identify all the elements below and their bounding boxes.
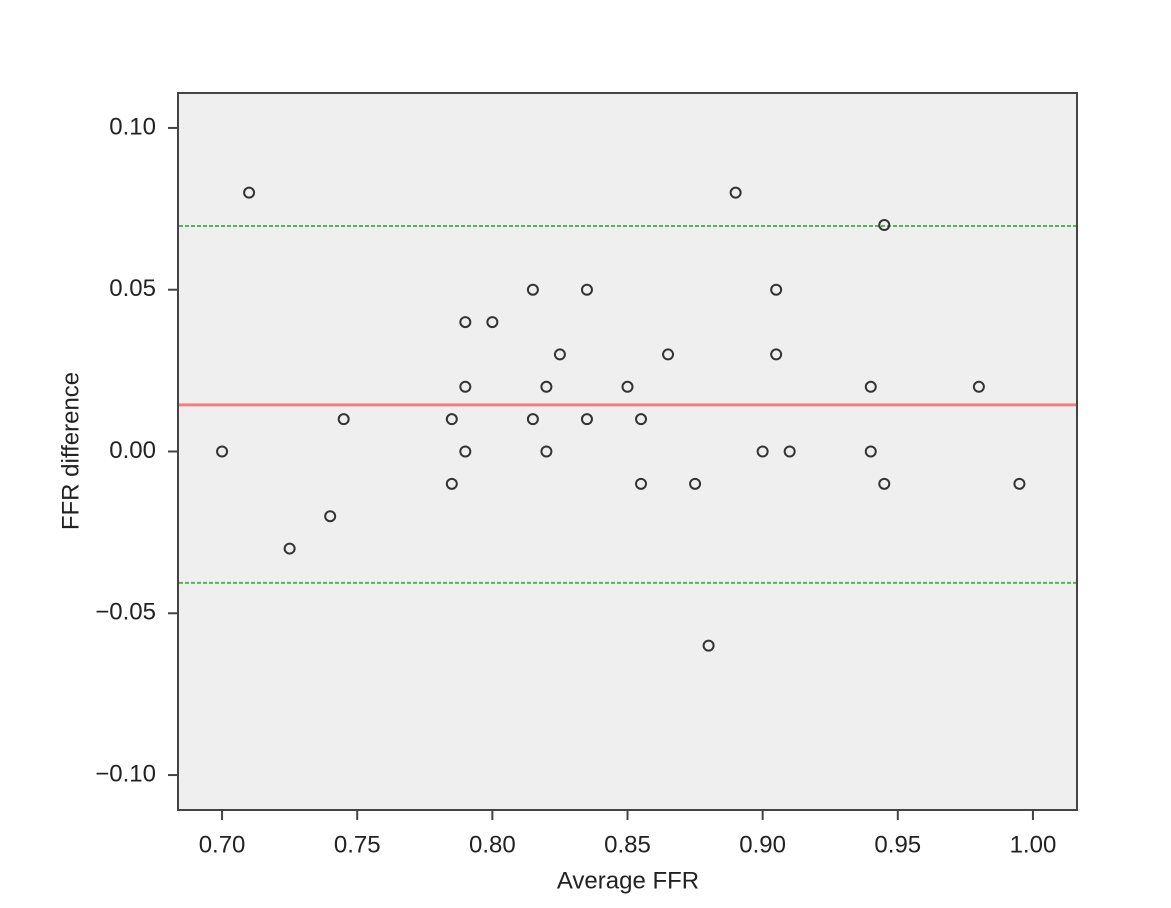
point (621, 380, 634, 393)
point (580, 283, 593, 296)
point (243, 186, 256, 199)
point (526, 283, 539, 296)
point (216, 445, 229, 458)
x-tick-label: 0.95 (874, 831, 921, 858)
point (635, 413, 648, 426)
point (635, 477, 648, 490)
point (783, 445, 796, 458)
point (662, 348, 675, 361)
point (459, 316, 472, 329)
point (729, 186, 742, 199)
point (702, 639, 715, 652)
point (459, 380, 472, 393)
x-tick-label: 0.90 (739, 831, 786, 858)
point (540, 380, 553, 393)
point (878, 477, 891, 490)
point (864, 380, 877, 393)
y-tick-label: −0.05 (95, 599, 156, 626)
y-tick-label: 0.05 (109, 275, 156, 302)
y-tick-label: 0.10 (109, 113, 156, 140)
point (526, 413, 539, 426)
y-tick-label: −0.10 (95, 760, 156, 787)
point (459, 445, 472, 458)
point (770, 348, 783, 361)
point (689, 477, 702, 490)
point (864, 445, 877, 458)
plot-area (177, 92, 1078, 811)
y-tick-label: 0.00 (109, 437, 156, 464)
point (486, 316, 499, 329)
x-axis-label: Average FFR (557, 867, 699, 894)
x-tick-label: 0.70 (199, 831, 246, 858)
point (972, 380, 985, 393)
y-axis-label: FFR difference (57, 372, 84, 530)
point (445, 477, 458, 490)
x-tick-label: 1.00 (1010, 831, 1057, 858)
x-tick-label: 0.80 (469, 831, 516, 858)
x-tick-label: 0.75 (334, 831, 381, 858)
point (878, 219, 891, 232)
point (337, 413, 350, 426)
point (540, 445, 553, 458)
x-tick-label: 0.85 (604, 831, 651, 858)
point (445, 413, 458, 426)
point (756, 445, 769, 458)
point (324, 510, 337, 523)
point (580, 413, 593, 426)
point (283, 542, 296, 555)
point (1013, 477, 1026, 490)
point (770, 283, 783, 296)
point (553, 348, 566, 361)
